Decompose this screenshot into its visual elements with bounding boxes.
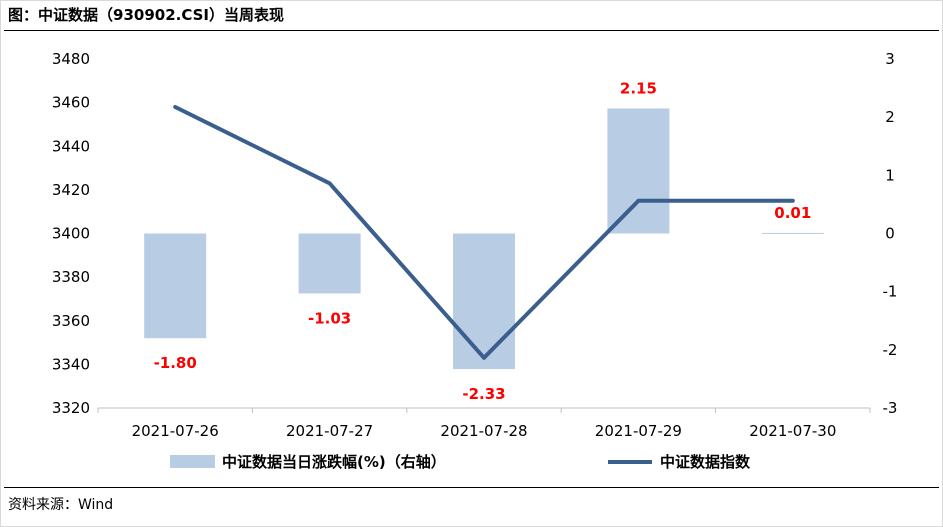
x-axis: 2021-07-26 2021-07-27 2021-07-28 2021-07-29…	[97, 407, 871, 440]
left-tick-label: 3480	[52, 50, 90, 68]
bar-value-label: 0.01	[774, 204, 811, 222]
left-tick-label: 3360	[52, 312, 90, 330]
bar	[607, 108, 670, 234]
bar-value-label: -2.33	[462, 385, 505, 403]
left-tick-label: 3420	[52, 181, 90, 199]
line-series	[173, 104, 795, 360]
right-tick-label: -2	[883, 341, 898, 359]
right-tick-label: 2	[885, 108, 895, 126]
right-tick-label: -1	[883, 283, 898, 301]
bar-value-label: 2.15	[620, 79, 657, 97]
left-tick-label: 3340	[52, 355, 90, 373]
bar-series	[144, 108, 824, 370]
bar	[144, 233, 207, 339]
right-tick-label: 3	[885, 50, 895, 68]
left-tick-label: 3380	[52, 268, 90, 286]
bar-value-label: -1.80	[154, 354, 197, 372]
source-note: 资料来源：Wind	[8, 497, 114, 513]
left-tick-label: 3320	[52, 399, 90, 417]
legend: 中证数据当日涨跌幅(%)（右轴） 中证数据指数	[170, 453, 751, 471]
left-axis: 3320 3340 3360 3380 3400 3420 3440 3460 3480	[52, 50, 90, 417]
right-tick-label: 0	[885, 225, 895, 243]
category-label: 2021-07-27	[286, 422, 373, 440]
right-axis: -3 -2 -1 0 1 2 3	[883, 50, 898, 417]
legend-label-bar: 中证数据当日涨跌幅(%)（右轴）	[222, 453, 446, 471]
legend-label-line: 中证数据指数	[660, 453, 751, 471]
bar	[453, 233, 515, 370]
category-label: 2021-07-26	[132, 422, 219, 440]
title-divider	[4, 30, 939, 31]
bar-value-labels: -1.80 -1.03 -2.33 2.15 0.01	[154, 79, 812, 403]
chart-title: 图：中证数据（930902.CSI）当周表现	[8, 4, 284, 25]
bar	[761, 232, 824, 234]
left-tick-label: 3440	[52, 137, 90, 155]
bar	[298, 233, 361, 294]
index-line	[173, 104, 795, 360]
category-label: 2021-07-29	[595, 422, 682, 440]
legend-swatch-bar	[170, 455, 215, 468]
title-text: 中证数据（930902.CSI）当周表现	[38, 6, 285, 24]
title-prefix: 图：	[8, 6, 39, 24]
bar-value-label: -1.03	[308, 309, 351, 327]
category-label: 2021-07-28	[440, 422, 527, 440]
source-divider	[4, 487, 939, 488]
category-label: 2021-07-30	[749, 422, 836, 440]
left-tick-label: 3460	[52, 94, 90, 112]
right-tick-label: -3	[883, 399, 898, 417]
right-tick-label: 1	[885, 166, 895, 184]
left-tick-label: 3400	[52, 225, 90, 243]
